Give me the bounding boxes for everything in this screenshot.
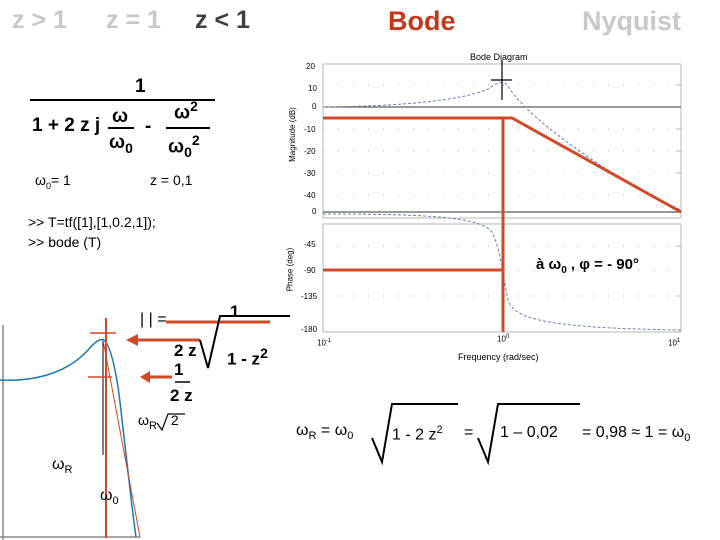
sqrt-radical-res-2 bbox=[477, 403, 580, 466]
mag-tick-m30: -30 bbox=[304, 169, 316, 178]
resonance-tail: = 0,98 ≈ 1 = ω0 bbox=[582, 424, 691, 445]
tf-numerator: 1 bbox=[135, 76, 146, 97]
phase-ylabel: Phase (deg) bbox=[285, 247, 295, 292]
z-param: z = 0,1 bbox=[150, 172, 193, 188]
resonance-radicand-2: 1 – 0,02 bbox=[500, 424, 558, 441]
x-tick-10: 101 bbox=[668, 338, 681, 348]
sqrt-radical-2 bbox=[156, 413, 185, 432]
sketch-omega0: ω0 bbox=[100, 487, 119, 508]
magnitude-asymptote bbox=[323, 116, 682, 214]
tf-omega0-sq: ω02 bbox=[168, 132, 200, 161]
resonance-sketch bbox=[0, 318, 141, 540]
bode-title: Bode bbox=[388, 6, 456, 36]
peak-omega-r-sqrt2: ωR 2 bbox=[138, 412, 179, 432]
resonance-eq2: = bbox=[464, 424, 474, 441]
sketch-omega-r: ωR bbox=[52, 456, 73, 477]
magnitude-abs-label: | | = bbox=[140, 311, 167, 328]
resonance-lhs: ωR = ω0 bbox=[296, 422, 354, 443]
code-line-1: >> T=tf([1],[1,0.2,1]); bbox=[28, 214, 156, 230]
mag-tick-m40: -40 bbox=[304, 191, 316, 200]
magnitude-numerator: 1 bbox=[230, 302, 240, 321]
resonance-curve bbox=[0, 338, 137, 538]
x-tick-1: 100 bbox=[497, 334, 510, 344]
mag-tick-0: 0 bbox=[312, 102, 317, 111]
phase-tick-180: -180 bbox=[301, 325, 318, 334]
peak-two-z: 2 z bbox=[170, 386, 193, 405]
z-greater-one-label: z > 1 bbox=[12, 6, 67, 34]
phase-note: à ω0 , φ = - 90° bbox=[536, 256, 639, 276]
nyquist-title: Nyquist bbox=[582, 6, 682, 36]
phase-curve bbox=[322, 213, 682, 331]
diag-line bbox=[102, 339, 141, 538]
mag-tick-20: 20 bbox=[306, 62, 315, 71]
peak-one: 1 bbox=[174, 360, 184, 379]
z-less-one-label: z < 1 bbox=[195, 6, 250, 34]
mag-tick-m10: -10 bbox=[304, 125, 316, 134]
phase-tick-135: -135 bbox=[301, 292, 318, 301]
phase-tick-45: -45 bbox=[304, 240, 316, 249]
sqrt-radical-res-1 bbox=[371, 403, 458, 466]
tf-omega: ω bbox=[112, 106, 129, 127]
bode-diagram-title: Bode Diagram bbox=[470, 52, 528, 62]
tf-minus: - bbox=[145, 116, 152, 137]
z-equal-one-label: z = 1 bbox=[106, 6, 161, 34]
tf-denominator-prefix: 1 + 2 z j bbox=[32, 115, 101, 136]
magnitude-den-left: 2 z bbox=[174, 341, 197, 360]
phase-tick-90: -90 bbox=[304, 266, 316, 275]
tf-omega0: ω0 bbox=[109, 132, 133, 156]
mag-ylabel: Magnitude (dB) bbox=[287, 107, 297, 162]
magnitude-den-right: 1 - z2 bbox=[227, 345, 268, 369]
sqrt-radical-1 bbox=[199, 315, 290, 369]
x-tick-0-1: 10-1 bbox=[317, 338, 332, 348]
resonance-radicand-1: 1 - 2 z2 bbox=[392, 424, 443, 444]
tf-omega-sq: ω2 bbox=[174, 98, 198, 124]
phase-tick-0: 0 bbox=[312, 207, 317, 216]
mag-tick-10: 10 bbox=[308, 84, 317, 93]
code-line-2: >> bode (T) bbox=[28, 234, 102, 250]
bode-xlabel: Frequency (rad/sec) bbox=[458, 352, 539, 362]
mag-tick-m20: -20 bbox=[304, 147, 316, 156]
omega0-param: ω0= 1 bbox=[35, 172, 71, 191]
